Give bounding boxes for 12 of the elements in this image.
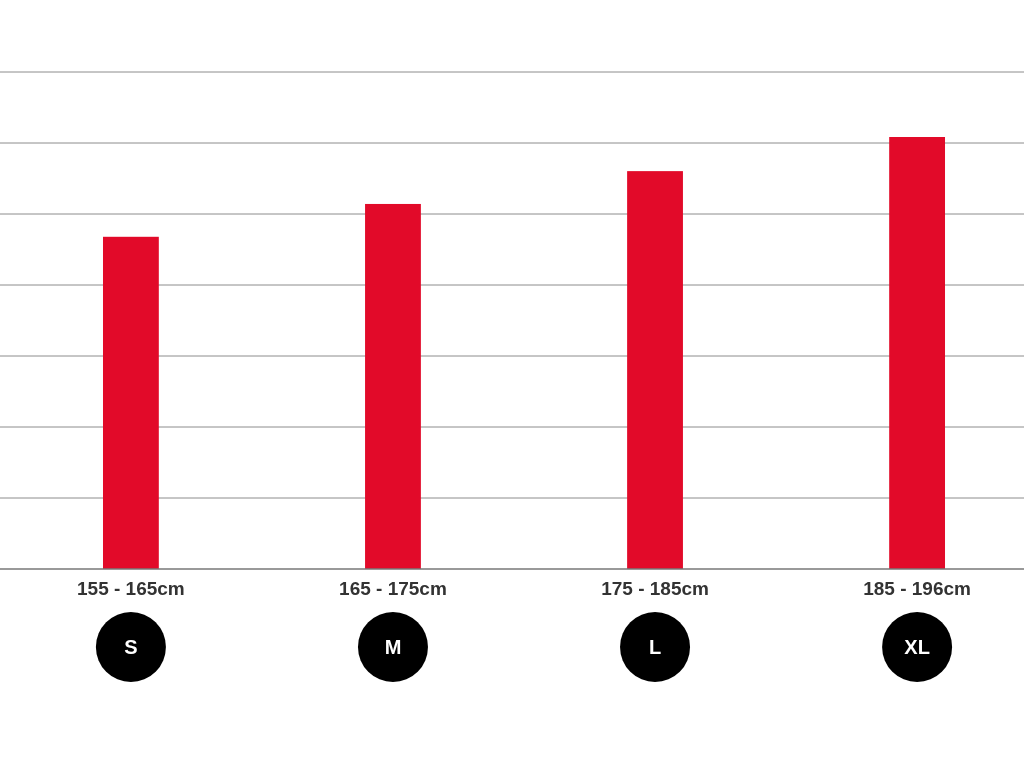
x-tick-label: 185 - 196cm — [863, 578, 971, 599]
text: M — [384, 636, 402, 658]
bar — [102, 236, 159, 569]
x-tick-label: 155 - 165cm — [77, 578, 185, 599]
text: S — [124, 636, 138, 658]
text: XL — [904, 636, 930, 658]
bar — [889, 137, 946, 569]
x-tick-label: 175 - 185cm — [601, 578, 709, 599]
text: L — [648, 636, 662, 658]
x-tick-label: 165 - 175cm — [339, 578, 447, 599]
bar — [627, 171, 683, 569]
bar — [365, 203, 421, 569]
